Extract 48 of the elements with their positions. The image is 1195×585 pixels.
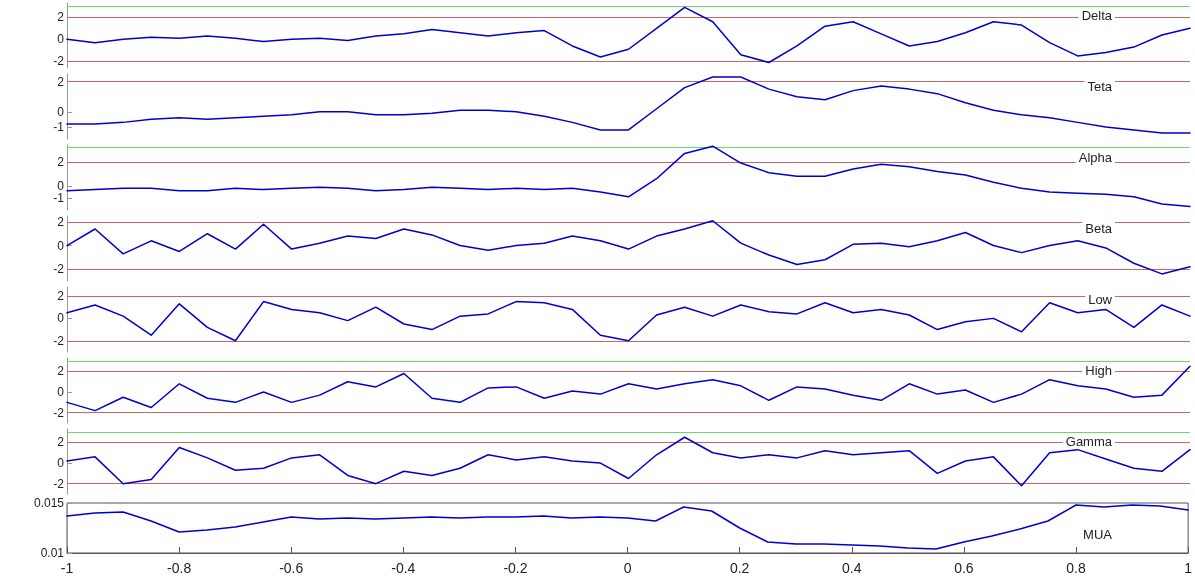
y-tick-label: 2 — [57, 74, 65, 89]
series-label: Gamma — [1065, 434, 1113, 449]
x-tick-label: -0.6 — [279, 560, 304, 576]
line-series — [66, 145, 1191, 208]
y-tick-label: 0 — [57, 32, 65, 47]
y-tick-label: 2 — [57, 10, 65, 25]
series-label: Beta — [1085, 221, 1113, 236]
y-tick-label: 0 — [57, 456, 65, 471]
x-tick-label: -0.4 — [391, 560, 416, 576]
line-series — [66, 436, 1191, 487]
x-tick-label: -0.2 — [503, 560, 528, 576]
y-tick-label: -2 — [53, 476, 65, 491]
y-tick-label: 0 — [57, 238, 65, 253]
series-label: MUA — [1083, 527, 1113, 542]
line-series — [66, 365, 1191, 412]
y-tick-label: 2 — [57, 435, 65, 450]
text: Teta — [1087, 79, 1113, 94]
y-tick-label: -1 — [53, 190, 65, 205]
y-tick-label: -2 — [53, 405, 65, 420]
y-tick-label: -1 — [53, 119, 65, 134]
y-tick-label: 0.01 — [40, 546, 65, 560]
series-label: Low — [1088, 292, 1113, 307]
y-tick-label: 0 — [57, 104, 65, 119]
y-tick-label: 0 — [57, 385, 65, 400]
y-tick-label: 0.015 — [33, 496, 65, 510]
y-tick-label: 0 — [57, 311, 65, 326]
line-series — [66, 76, 1191, 134]
x-tick-label: 0.8 — [1066, 560, 1086, 576]
x-tick-label: 0 — [623, 560, 632, 576]
text: Delta — [1081, 8, 1113, 23]
line-series — [66, 219, 1191, 275]
y-tick-label: 2 — [57, 154, 65, 169]
x-tick-label: 0.2 — [729, 560, 750, 576]
x-tick-label: 0.6 — [954, 560, 974, 576]
x-tick-label: 0.4 — [842, 560, 862, 576]
y-tick-label: 2 — [57, 288, 65, 303]
y-tick-label: 0 — [57, 178, 65, 193]
x-tick-label: 1 — [1184, 560, 1193, 576]
y-tick-label: 2 — [57, 214, 65, 229]
y-tick-label: -2 — [53, 262, 65, 277]
line-series — [66, 6, 1191, 64]
y-tick-label: -2 — [53, 54, 65, 69]
y-tick-label: 2 — [57, 364, 65, 379]
y-tick-label: -2 — [53, 333, 65, 348]
line-series — [66, 504, 1189, 550]
series-label: High — [1085, 363, 1113, 378]
x-tick-label: -0.8 — [167, 560, 192, 576]
text: Alpha — [1078, 150, 1113, 165]
